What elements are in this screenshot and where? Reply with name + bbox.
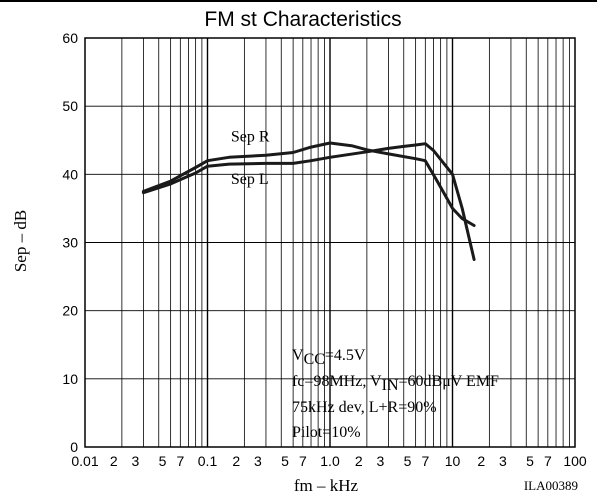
x-tick-label: 7: [544, 453, 552, 469]
x-tick-label: 5: [404, 453, 412, 469]
x-tick-label: 3: [376, 453, 384, 469]
x-tick-label: 3: [499, 453, 507, 469]
figure-code: ILA00389: [524, 478, 578, 493]
x-tick-label: 0.01: [71, 453, 98, 469]
y-tick-labels: 0 10 20 30 40 50 60: [62, 30, 78, 455]
top-border-line: [0, 0, 597, 2]
y-tick-label: 10: [62, 371, 78, 387]
x-tick-labels: 0.01 2 3 5 7 0.1 2 3 5 7 1.0 2 3 5 7 10 2 3 5 7 100: [71, 453, 587, 469]
x-tick-label: 7: [299, 453, 307, 469]
y-tick-label: 0: [70, 439, 78, 455]
x-tick-label: 5: [526, 453, 534, 469]
series-label-sep-r: Sep R: [231, 129, 270, 146]
x-tick-label: 10: [445, 453, 461, 469]
x-axis-label: fm – kHz: [294, 476, 359, 495]
series-labels: Sep R Sep L: [231, 129, 270, 188]
y-tick-label: 20: [62, 303, 78, 319]
series-label-sep-l: Sep L: [231, 171, 269, 188]
x-tick-label: 2: [355, 453, 363, 469]
x-tick-label: 3: [131, 453, 139, 469]
y-tick-label: 40: [62, 166, 78, 182]
y-tick-label: 60: [62, 30, 78, 46]
annotation-line: 75kHz dev, L+R=90%: [292, 399, 437, 416]
annotation-line: fc=98MHz, VIN=60dBμV EMF: [292, 373, 499, 394]
series-lines: [141, 141, 476, 261]
x-tick-label: 2: [232, 453, 240, 469]
x-tick-label: 0.1: [198, 453, 218, 469]
x-tick-label: 5: [159, 453, 167, 469]
series-line-sep-l: [141, 142, 476, 261]
x-tick-label: 1.0: [320, 453, 340, 469]
annotation-line: VCC=4.5V: [292, 347, 366, 368]
x-tick-label: 7: [177, 453, 185, 469]
x-tick-label: 3: [254, 453, 262, 469]
x-tick-label: 100: [563, 453, 587, 469]
grid: [85, 38, 575, 447]
x-tick-label: 7: [422, 453, 430, 469]
y-tick-label: 50: [62, 98, 78, 114]
annotation-line: Pilot=10%: [292, 424, 361, 441]
x-tick-label: 2: [477, 453, 485, 469]
chart-title: FM st Characteristics: [204, 8, 401, 31]
y-axis-label: Sep – dB: [11, 210, 30, 272]
x-tick-label: 2: [110, 453, 118, 469]
series-line-sep-r: [141, 141, 476, 227]
conditions-annotation: VCC=4.5V fc=98MHz, VIN=60dBμV EMF 75kHz de…: [292, 347, 499, 441]
y-tick-label: 30: [62, 235, 78, 251]
x-tick-label: 5: [281, 453, 289, 469]
plot-frame: [84, 37, 576, 448]
